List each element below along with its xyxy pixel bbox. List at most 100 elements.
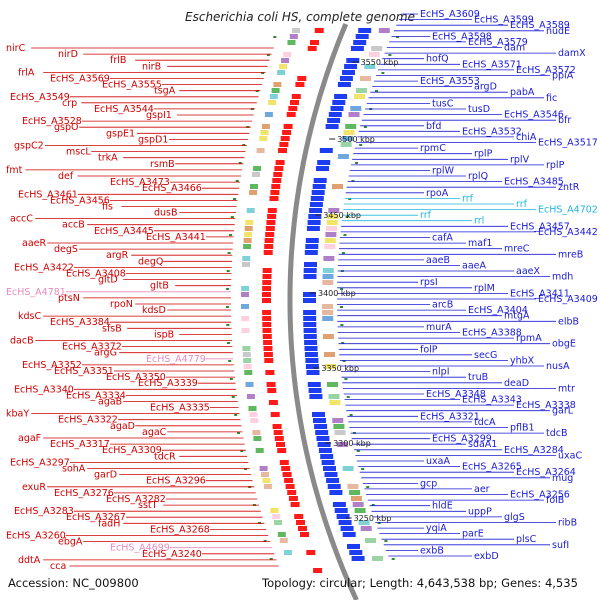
kbp-label: 3300 kbp — [333, 439, 371, 448]
forward-gene-block — [304, 262, 317, 267]
gene-label-right: plsC — [516, 534, 537, 545]
gene-label-right: tdcB — [546, 428, 568, 439]
forward-gene-block — [342, 70, 355, 75]
gene-label-right: dam — [504, 43, 525, 54]
reverse-gene-block — [262, 328, 272, 333]
forward-gene-block — [328, 112, 342, 117]
forward-gene-block — [305, 358, 319, 363]
reverse-gene-block — [262, 292, 271, 297]
gene-label-left: EcHS_A3260 — [6, 531, 66, 542]
gene-label-right: mtr — [558, 383, 575, 394]
gene-label-left: kdsC — [18, 311, 41, 322]
forward-gene-block — [307, 382, 321, 387]
annotation-block — [287, 40, 296, 45]
gene-label-right: rplM — [474, 283, 495, 294]
forward-gene-block — [306, 226, 320, 231]
gene-label-right: elbB — [558, 316, 579, 327]
annotation-block — [322, 334, 334, 339]
gene-label-left: gltD — [98, 275, 118, 286]
reverse-gene-block — [265, 232, 275, 237]
gene-label-left: ddtA — [18, 555, 41, 566]
position-tick — [340, 288, 344, 290]
forward-gene-block — [350, 46, 364, 51]
accession-text: Accession: NC_009800 — [8, 576, 139, 590]
annotation-block — [277, 532, 286, 537]
reverse-gene-block — [262, 298, 271, 303]
gene-label-left: kdsD — [142, 305, 166, 316]
annotation-block — [245, 382, 254, 387]
position-tick — [235, 180, 239, 182]
annotation-block — [269, 94, 278, 99]
reverse-gene-block — [310, 40, 319, 45]
gene-label-right: EcHS_A3609 — [420, 9, 480, 20]
reverse-gene-block — [288, 106, 298, 111]
annotation-block — [243, 364, 252, 369]
gene-label-right: glgS — [504, 512, 525, 523]
forward-gene-block — [337, 82, 351, 87]
annotation-block — [253, 166, 262, 171]
position-tick — [359, 144, 363, 146]
forward-gene-block — [305, 238, 319, 243]
gene-label-right: rplP — [546, 160, 565, 171]
position-tick — [229, 378, 233, 380]
gene-label-right: rpmA — [516, 333, 542, 344]
forward-gene-block — [349, 550, 363, 555]
forward-gene-block — [355, 34, 369, 39]
kbp-label: 3350 kbp — [321, 364, 359, 373]
gene-label-right: EcHS_A3457 — [510, 221, 570, 232]
forward-gene-block — [307, 220, 321, 225]
gene-label-right: rpmC — [420, 143, 446, 154]
position-tick — [391, 558, 395, 560]
reverse-gene-block — [270, 412, 280, 417]
gene-label-right: EcHS_A3553 — [420, 76, 480, 87]
forward-gene-block — [309, 208, 323, 213]
forward-gene-block — [304, 340, 318, 345]
gene-label-left: accC — [10, 214, 33, 225]
annotation-block — [325, 232, 337, 237]
reverse-gene-block — [263, 352, 273, 357]
gene-label-left: agaD — [110, 421, 135, 432]
reverse-gene-block — [277, 448, 287, 453]
gene-label-right: EcHS_A3299 — [432, 434, 492, 445]
forward-gene-block — [308, 214, 322, 219]
reverse-gene-block — [278, 148, 287, 153]
gene-label-left: rpoN — [110, 299, 133, 310]
reverse-gene-block — [262, 334, 272, 339]
kbp-label: 3250 kbp — [354, 514, 392, 523]
annotation-block — [333, 424, 345, 429]
gene-label-right: uxaC — [558, 450, 582, 461]
gene-label-left: EcHS_A4781 — [6, 287, 66, 298]
annotation-block — [348, 112, 360, 117]
forward-gene-block — [304, 346, 318, 351]
annotation-block — [328, 208, 340, 213]
gene-label-left: gspI1 — [146, 110, 172, 121]
position-tick — [269, 558, 273, 560]
gene-label-right: damX — [558, 48, 586, 59]
forward-gene-block — [347, 544, 360, 549]
gene-label-right: EcHS_A3598 — [432, 31, 492, 42]
reverse-gene-block — [265, 226, 275, 231]
position-tick — [261, 72, 265, 74]
annotation-block — [329, 400, 341, 405]
reverse-gene-block — [297, 76, 307, 81]
position-tick — [231, 396, 235, 398]
position-tick — [381, 72, 385, 74]
annotation-block — [242, 262, 250, 267]
annotation-block — [244, 370, 253, 375]
forward-gene-block — [327, 484, 341, 489]
position-tick — [349, 414, 353, 416]
forward-gene-block — [309, 202, 323, 207]
reverse-gene-block — [262, 274, 272, 279]
position-tick — [371, 504, 375, 506]
gene-label-right: ribB — [558, 518, 577, 529]
reverse-gene-block — [263, 340, 273, 345]
position-tick — [344, 378, 348, 380]
annotation-block — [322, 316, 334, 321]
forward-gene-block — [308, 388, 322, 393]
gene-label-right: EcHS_A4702 — [538, 205, 598, 216]
reverse-gene-block — [291, 94, 301, 99]
annotation-block — [334, 430, 346, 435]
gene-label-right: pabA — [510, 87, 535, 98]
reverse-gene-block — [263, 346, 273, 351]
